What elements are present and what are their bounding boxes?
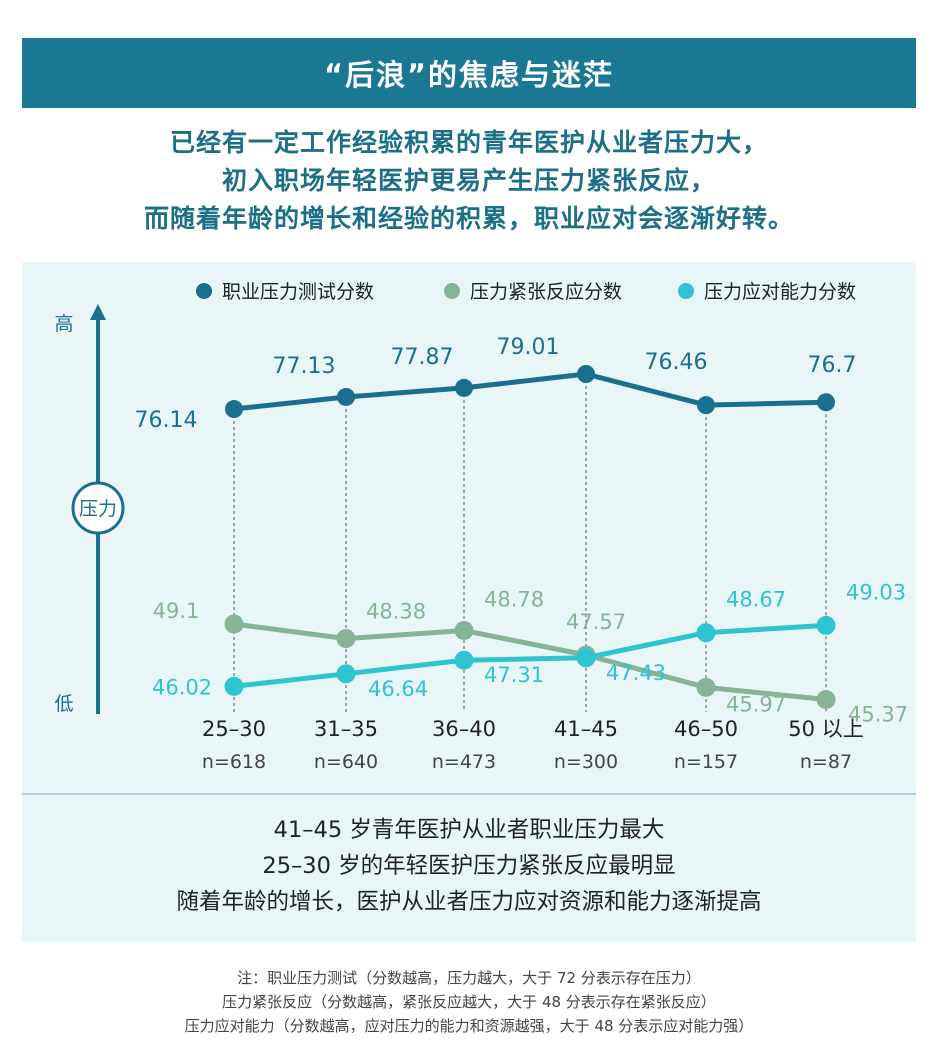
footnotes: 注：职业压力测试（分数越高，压力越大，大于 72 分表示存在压力） 压力紧张反应… bbox=[22, 966, 916, 1038]
y-axis-low-label: 低 bbox=[54, 693, 73, 715]
note-line-2: 压力紧张反应（分数越高，紧张反应越大，大于 48 分表示存在紧张反应） bbox=[222, 993, 716, 1011]
series-3-data-label-6: 49.03 bbox=[846, 580, 906, 604]
x-sample-size-1: n=618 bbox=[202, 751, 266, 773]
series-3-point-5 bbox=[696, 623, 716, 643]
series-3-data-label-4: 47.43 bbox=[606, 661, 666, 685]
legend-marker-2 bbox=[444, 283, 460, 299]
x-sample-size-6: n=87 bbox=[800, 751, 852, 773]
series-3-point-4 bbox=[576, 648, 596, 668]
series-1-data-label-6: 76.7 bbox=[808, 353, 857, 378]
x-sample-size-2: n=640 bbox=[314, 751, 378, 773]
series-line-2 bbox=[233, 621, 827, 702]
chart-panel: 职业压力测试分数 压力紧张反应分数 压力应对能力分数高低 压力 76.14 77.13 77… bbox=[22, 262, 916, 942]
summary-line-1: 41–45 岁青年医护从业者职业压力最大 bbox=[273, 817, 665, 843]
series-2-point-1 bbox=[224, 614, 244, 634]
lede-line-1: 已经有一定工作经验积累的青年医护从业者压力大， bbox=[169, 128, 768, 157]
series-1-data-label-5: 76.46 bbox=[645, 350, 708, 375]
series-2-data-label-2: 48.38 bbox=[366, 600, 426, 624]
legend-label-2: 压力紧张反应分数 bbox=[470, 281, 622, 303]
legend-marker-3 bbox=[678, 283, 694, 299]
series-2-point-3 bbox=[454, 620, 474, 640]
series-2-data-label-3: 48.78 bbox=[484, 587, 544, 611]
series-1-point-2 bbox=[337, 387, 355, 406]
legend-label-3: 压力应对能力分数 bbox=[704, 281, 856, 303]
series-2-point-2 bbox=[336, 629, 356, 649]
note-line-1: 注：职业压力测试（分数越高，压力越大，大于 72 分表示存在压力） bbox=[237, 969, 701, 987]
x-tick-label-3: 36–40 bbox=[432, 717, 496, 741]
y-axis-title: 压力 bbox=[79, 498, 117, 520]
series-3-data-label-1: 46.02 bbox=[152, 675, 212, 699]
series-line-3 bbox=[233, 622, 827, 689]
x-tick-label-6: 50 以上 bbox=[788, 717, 863, 741]
lede-line-2: 初入职场年轻医护更易产生压力紧张反应， bbox=[221, 166, 716, 195]
legend-marker-1 bbox=[196, 283, 212, 299]
series-line-1 bbox=[233, 371, 827, 412]
series-2-point-6 bbox=[816, 690, 836, 710]
x-tick-label-2: 31–35 bbox=[314, 717, 378, 741]
summary: 41–45 岁青年医护从业者职业压力最大 25–30 岁的年轻医护压力紧张反应最… bbox=[22, 812, 916, 920]
series-1-point-1 bbox=[225, 400, 243, 419]
series-2-data-label-5: 45.97 bbox=[726, 692, 786, 716]
series-1-point-4 bbox=[577, 365, 595, 383]
x-sample-size-4: n=300 bbox=[554, 751, 618, 773]
summary-line-3: 随着年龄的增长，医护从业者压力应对资源和能力逐渐提高 bbox=[176, 889, 762, 915]
legend-label-1: 职业压力测试分数 bbox=[222, 281, 374, 303]
series-2-data-label-1: 49.1 bbox=[153, 599, 200, 623]
series-3-data-label-5: 48.67 bbox=[726, 588, 786, 612]
page-title: “后浪”的焦虑与迷茫 bbox=[323, 58, 615, 92]
series-2-data-label-6: 45.37 bbox=[848, 703, 908, 727]
x-tick-label-1: 25–30 bbox=[202, 717, 266, 741]
note-line-3: 压力应对能力（分数越高，应对压力的能力和资源越强，大于 48 分表示应对能力强） bbox=[184, 1017, 754, 1035]
series-3-point-2 bbox=[336, 664, 356, 684]
series-3-data-label-2: 46.64 bbox=[368, 677, 428, 701]
x-sample-size-3: n=473 bbox=[432, 751, 496, 773]
x-tick-label-5: 46–50 bbox=[674, 717, 738, 741]
title-banner: “后浪”的焦虑与迷茫 bbox=[22, 38, 916, 108]
series-1-point-3 bbox=[455, 378, 473, 397]
x-sample-size-5: n=157 bbox=[674, 751, 738, 773]
series-1-data-label-3: 77.87 bbox=[391, 345, 454, 370]
lede-line-3: 而随着年龄的增长和经验的积累，职业应对会逐渐好转。 bbox=[143, 204, 794, 233]
series-1-point-6 bbox=[817, 393, 835, 412]
series-3-point-3 bbox=[454, 650, 474, 670]
series-1-data-label-2: 77.13 bbox=[273, 354, 336, 379]
x-tick-label-4: 41–45 bbox=[554, 717, 618, 741]
series-1-data-label-1: 76.14 bbox=[135, 408, 198, 433]
series-1-data-label-4: 79.01 bbox=[497, 335, 560, 360]
series-2-data-label-4: 47.57 bbox=[566, 610, 626, 634]
y-axis-high-label: 高 bbox=[54, 313, 73, 335]
series-3-point-6 bbox=[816, 615, 836, 635]
series-2-point-5 bbox=[696, 677, 716, 697]
series-3-data-label-3: 47.31 bbox=[484, 663, 544, 687]
summary-line-2: 25–30 岁的年轻医护压力紧张反应最明显 bbox=[262, 853, 676, 879]
y-axis-arrowhead bbox=[90, 304, 106, 320]
series-3-point-1 bbox=[224, 676, 244, 696]
lede: 已经有一定工作经验积累的青年医护从业者压力大， 初入职场年轻医护更易产生压力紧张… bbox=[22, 124, 916, 238]
y-axis-badge bbox=[71, 481, 125, 535]
series-1-point-5 bbox=[697, 396, 715, 415]
